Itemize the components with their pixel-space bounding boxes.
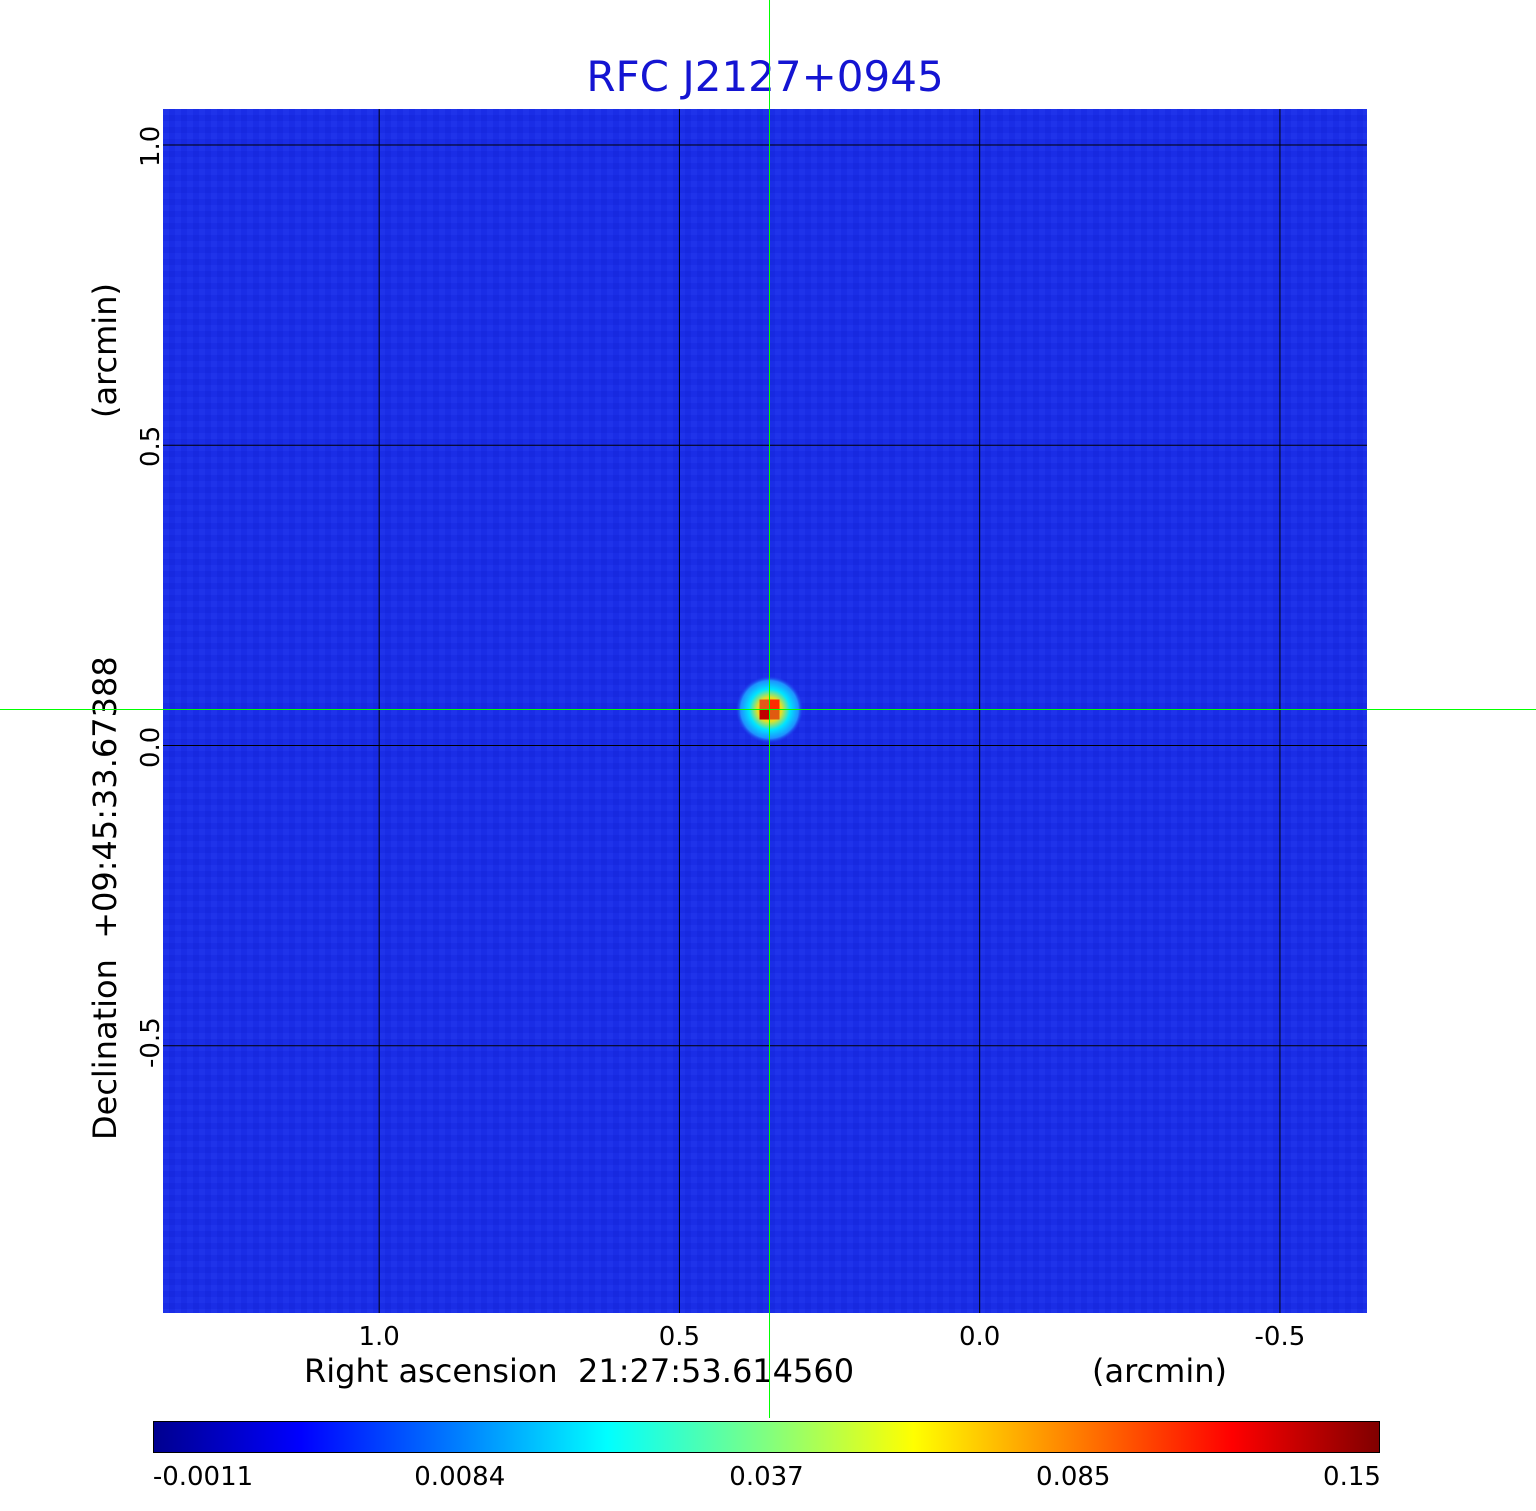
grid-lines — [163, 109, 1367, 1313]
colorbar-tick-label: 0.15 — [1323, 1462, 1381, 1492]
source-pixel-0 — [759, 699, 770, 710]
y-axis-unit: (arcmin) — [86, 283, 124, 418]
x-tick-label: 0.0 — [958, 1322, 1001, 1352]
y-tick-label: 0.0 — [136, 726, 166, 768]
y-tick-label: 0.5 — [136, 425, 166, 468]
x-tick-label: 0.5 — [658, 1322, 701, 1352]
heatmap-canvas — [163, 109, 1367, 1313]
chart-title: RFC J2127+0945 — [586, 52, 944, 101]
x-axis-label: Right ascension 21:27:53.614560 — [304, 1352, 855, 1390]
y-tick-label: 1.0 — [136, 125, 166, 168]
source-pixel-3 — [769, 709, 780, 720]
x-tick-label: -0.5 — [1254, 1322, 1306, 1352]
colorbar-tick-label: 0.0084 — [414, 1462, 506, 1492]
y-tick-label: -0.5 — [136, 1017, 166, 1068]
colorbar-tick-label: 0.085 — [1036, 1462, 1111, 1492]
source-layer — [735, 675, 804, 744]
y-axis-label: Declination +09:45:33.67388 — [86, 656, 124, 1140]
colorbar — [153, 1421, 1380, 1453]
source-pixel-2 — [759, 709, 770, 720]
plot-area[interactable] — [163, 109, 1367, 1313]
source-pixel-1 — [769, 699, 780, 710]
x-tick-label: 1.0 — [358, 1322, 400, 1352]
x-axis-unit: (arcmin) — [1092, 1352, 1227, 1390]
colorbar-tick-label: -0.0011 — [152, 1462, 254, 1492]
colorbar-tick-label: 0.037 — [729, 1462, 804, 1492]
